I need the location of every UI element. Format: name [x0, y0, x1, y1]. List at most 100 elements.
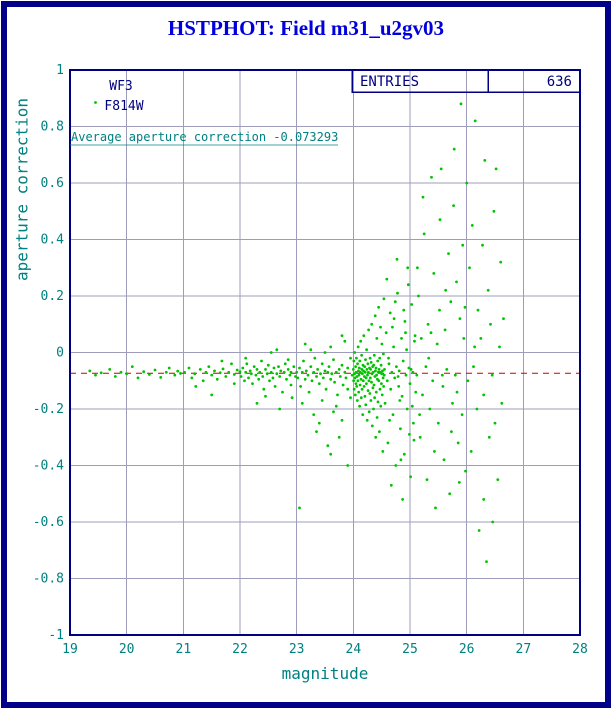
x-tick-label-24: 24 [346, 642, 362, 657]
data-point [108, 368, 112, 371]
data-point [220, 359, 224, 363]
y-tick-label--0.4: -0.4 [33, 459, 64, 474]
data-point [430, 175, 433, 179]
data-point [410, 404, 414, 408]
data-point [436, 421, 440, 425]
data-point [373, 314, 377, 318]
data-point [363, 370, 367, 374]
data-point [349, 356, 352, 360]
data-point [395, 365, 398, 368]
camera-label: WF3 [109, 79, 132, 94]
data-point [498, 345, 501, 349]
data-point [167, 366, 171, 370]
y-tick-label-0.2: 0.2 [41, 289, 64, 304]
data-point [388, 311, 392, 315]
x-tick-label-28: 28 [572, 642, 588, 657]
data-point [399, 427, 402, 431]
data-point [431, 379, 435, 383]
data-point [382, 352, 385, 356]
data-point [462, 337, 466, 340]
data-point [360, 387, 364, 391]
data-point [142, 370, 146, 374]
data-point [396, 375, 400, 378]
data-point [278, 407, 282, 411]
data-point [341, 383, 345, 387]
data-point [353, 376, 357, 380]
data-point [379, 404, 383, 408]
scatter-plot: ENTRIES 636 WF3 F814W Average aperture c… [33, 63, 588, 657]
data-point [378, 356, 382, 360]
data-point [361, 413, 365, 416]
data-point [380, 382, 383, 385]
x-tick-label-22: 22 [232, 642, 248, 657]
data-point [310, 379, 314, 383]
data-point [426, 322, 430, 326]
data-point [354, 382, 358, 385]
data-point [326, 444, 330, 448]
data-point [385, 277, 389, 281]
data-point [429, 331, 433, 335]
data-point [428, 407, 432, 411]
data-point [359, 339, 363, 343]
data-point [483, 159, 487, 162]
data-point [397, 385, 401, 388]
data-point [320, 362, 324, 366]
data-point [369, 368, 372, 371]
tick-layer: 19 20 21 22 23 24 25 26 27 28 -1 -0.8 -0.6 -0.4 -0.2 0 0… [33, 63, 588, 657]
data-point [355, 385, 359, 388]
data-point [470, 224, 474, 227]
data-point [365, 418, 369, 422]
data-point [367, 328, 370, 332]
data-point [273, 385, 277, 388]
data-point [194, 385, 198, 388]
entries-value: 636 [547, 74, 572, 90]
data-point [353, 351, 357, 354]
data-point [303, 377, 307, 381]
data-point [323, 351, 327, 354]
data-point [382, 373, 386, 377]
data-point [396, 291, 399, 295]
data-point [494, 167, 498, 171]
data-point [388, 418, 391, 422]
y-tick-label-0: 0 [56, 346, 64, 361]
data-point [371, 370, 375, 374]
data-point [201, 379, 205, 383]
data-point [369, 399, 373, 402]
data-point [252, 365, 256, 368]
data-point [374, 369, 377, 373]
data-point [489, 322, 492, 326]
data-point [422, 232, 426, 236]
data-point [198, 368, 202, 371]
data-point [295, 370, 299, 374]
data-point [372, 383, 376, 387]
data-point [321, 376, 325, 380]
data-point [279, 369, 283, 373]
data-point [458, 317, 462, 320]
data-point [353, 393, 357, 397]
data-point [264, 368, 267, 371]
data-point [304, 369, 308, 373]
data-point [421, 195, 425, 199]
data-point [419, 337, 423, 340]
data-point [434, 506, 437, 510]
data-point [221, 367, 225, 371]
data-point [299, 385, 302, 388]
data-point [411, 370, 415, 374]
data-point [232, 373, 236, 376]
data-point [313, 356, 317, 360]
data-point [193, 372, 197, 376]
data-point [389, 387, 393, 391]
data-point [443, 328, 447, 332]
data-point [119, 370, 123, 374]
data-point [374, 435, 378, 439]
data-point [343, 339, 347, 343]
data-point [465, 181, 469, 185]
data-point [281, 390, 284, 394]
data-point [400, 394, 404, 398]
data-point [392, 345, 395, 349]
data-point [492, 209, 496, 213]
data-point [476, 308, 480, 312]
data-point [271, 376, 275, 380]
data-point [332, 410, 335, 414]
y-axis-label: aperture correction [12, 97, 32, 282]
